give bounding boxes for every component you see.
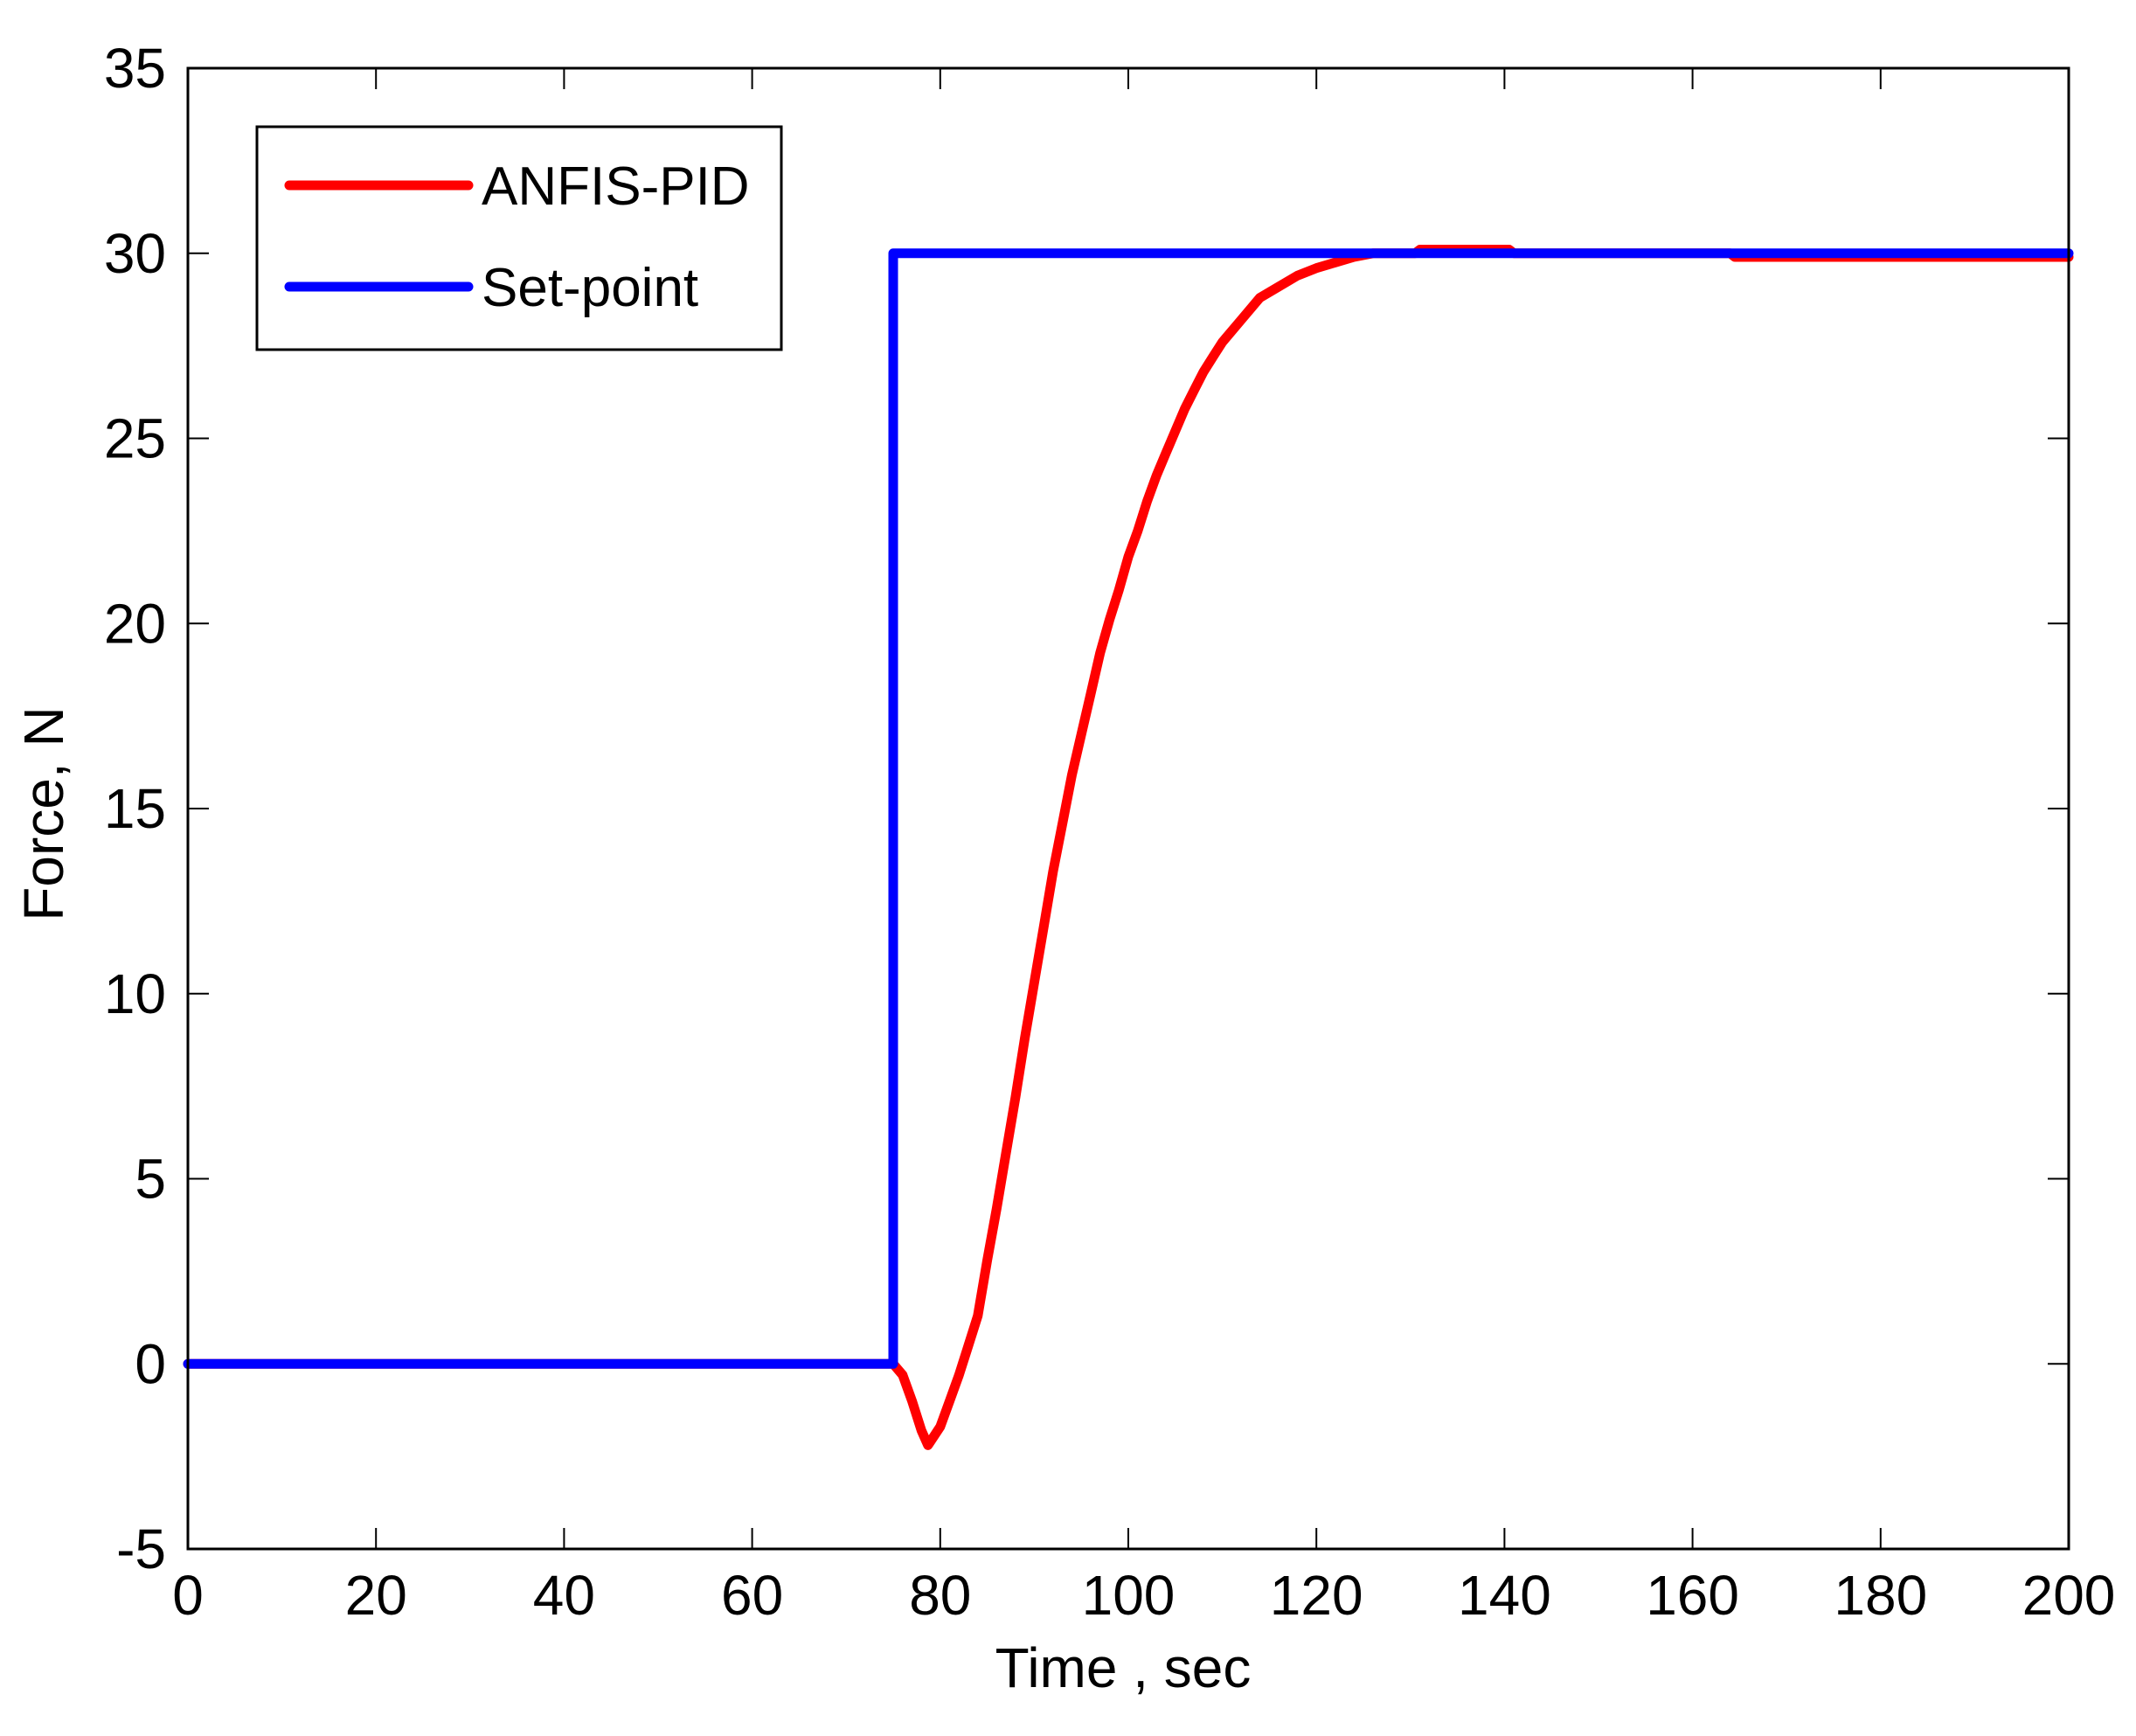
legend-box	[255, 125, 783, 351]
y-tick-label: 10	[104, 962, 166, 1025]
y-tick-label: 20	[104, 592, 166, 655]
x-tick-label: 60	[721, 1564, 783, 1627]
legend-label-set-point: Set-point	[482, 258, 698, 318]
x-tick-label: 140	[1458, 1564, 1551, 1627]
y-tick-label: -5	[116, 1517, 166, 1580]
x-tick-label: 80	[909, 1564, 971, 1627]
x-tick-label: 20	[345, 1564, 407, 1627]
y-tick-label: 30	[104, 222, 166, 285]
data-series	[183, 245, 2074, 1450]
x-tick-label: 0	[172, 1564, 204, 1627]
x-tick-label: 200	[2022, 1564, 2116, 1627]
x-tick-labels: 0 20 40 60 80 100 120 140 160 180 200	[172, 1564, 2115, 1627]
series-line-set-point	[183, 248, 2074, 1369]
x-tick-label: 120	[1270, 1564, 1363, 1627]
y-tick-labels: -5 0 5 10 15 20 25 30 35	[104, 37, 166, 1580]
legend-label-anfis-pid: ANFIS-PID	[482, 156, 750, 217]
x-tick-label: 180	[1834, 1564, 1927, 1627]
y-tick-label: 0	[135, 1332, 166, 1395]
x-axis-label: Time , sec	[995, 1636, 1252, 1699]
x-tick-label: 100	[1082, 1564, 1175, 1627]
axes-frame	[186, 66, 2070, 1551]
y-tick-label: 25	[104, 407, 166, 470]
y-tick-label: 15	[104, 777, 166, 840]
x-tick-label: 40	[533, 1564, 595, 1627]
y-tick-label: 35	[104, 37, 166, 100]
y-axis-label: Force, N	[12, 706, 75, 920]
y-tick-label: 5	[135, 1148, 166, 1211]
series-line-anfis-pid	[183, 245, 2074, 1450]
legend: ANFIS-PID Set-point	[255, 125, 783, 351]
x-tick-label: 160	[1646, 1564, 1739, 1627]
